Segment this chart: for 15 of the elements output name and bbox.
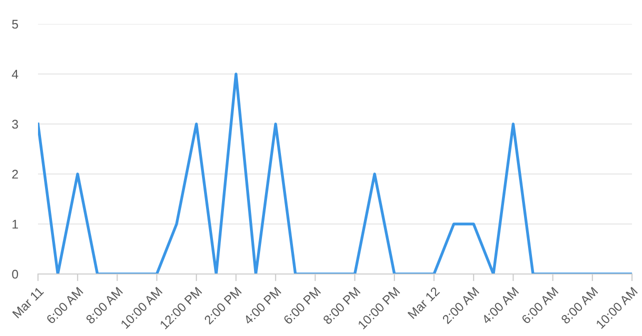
x-tick-label: 6:00 PM: [282, 286, 321, 325]
x-tick-label: Mar 11: [12, 286, 44, 318]
y-tick-label: 3: [12, 120, 18, 129]
y-tick-label: 0: [12, 270, 18, 279]
x-tick-label: 4:00 AM: [481, 286, 519, 325]
x-tick-label: 6:00 AM: [521, 286, 559, 324]
x-tick-label: 6:00 AM: [46, 286, 84, 324]
x-tick-label: 4:00 PM: [243, 286, 282, 326]
x-tick-label: 8:00 AM: [85, 286, 123, 324]
y-tick-label: 5: [12, 20, 18, 29]
y-tick-label: 1: [12, 220, 18, 229]
y-tick-label: 2: [12, 170, 18, 179]
x-tick-label: Mar 12: [407, 286, 440, 320]
x-tick-label: 8:00 AM: [560, 286, 598, 324]
y-tick-label: 4: [12, 70, 18, 79]
